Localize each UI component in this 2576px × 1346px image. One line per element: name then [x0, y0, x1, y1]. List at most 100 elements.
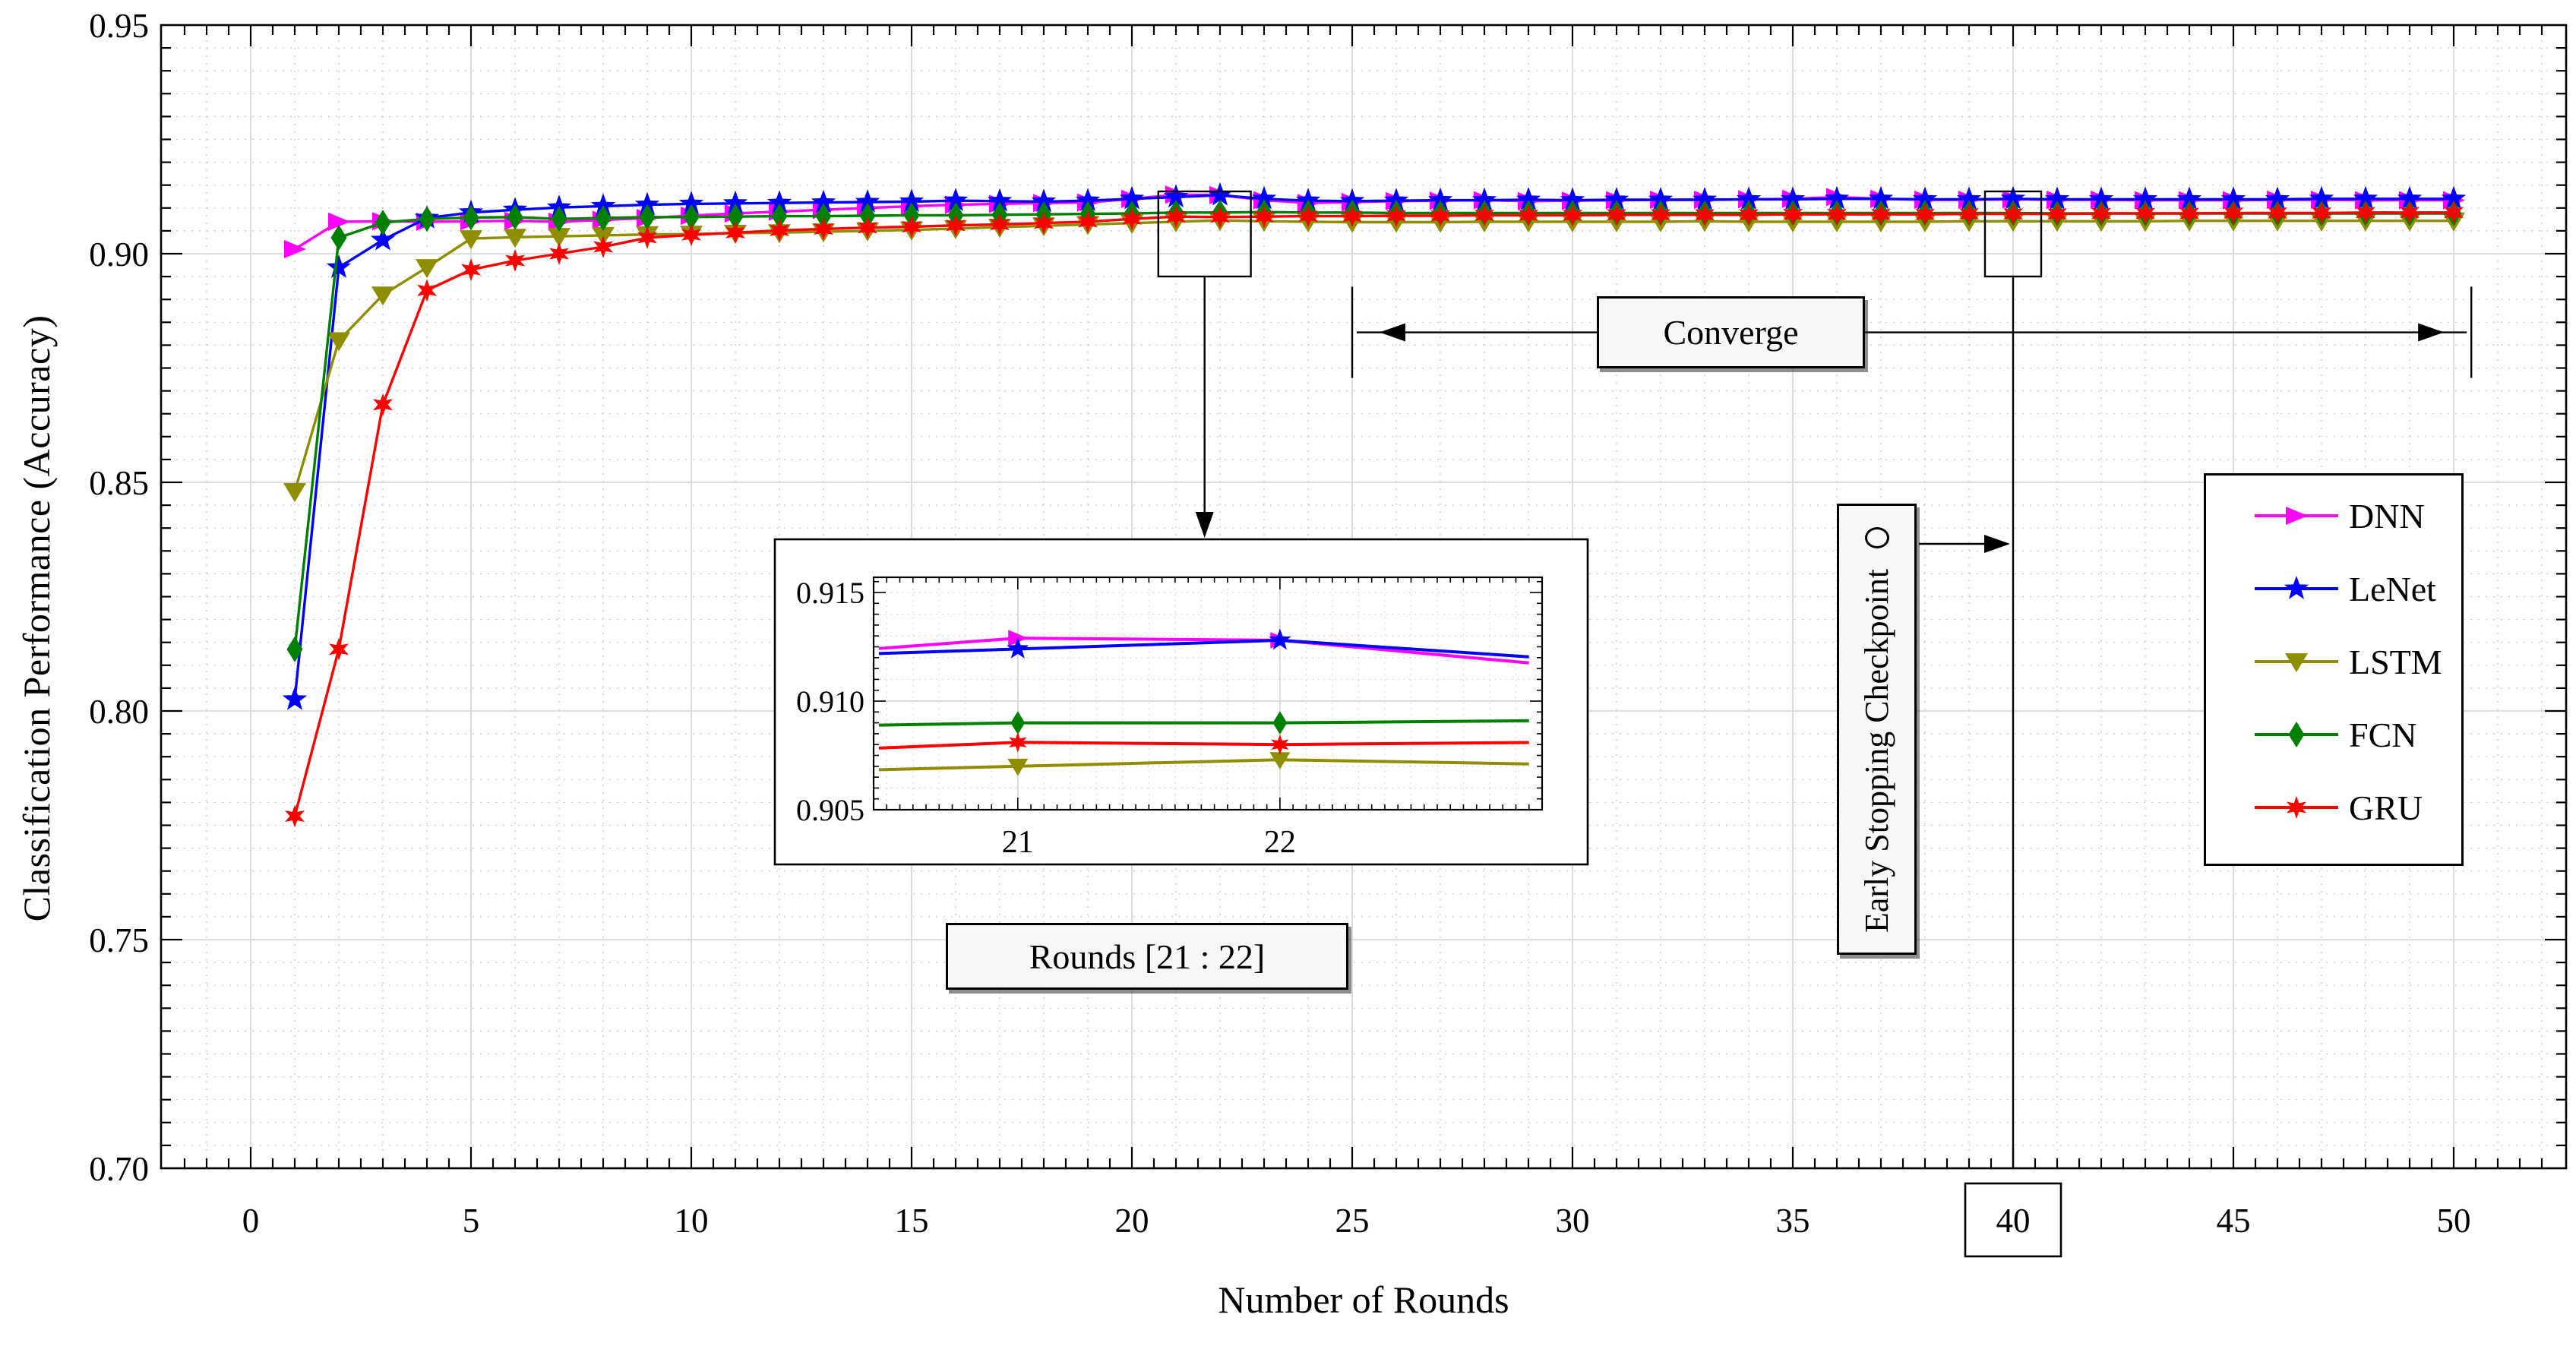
marker-GRU [2003, 202, 2023, 226]
inset-caption-label: Rounds [21 : 22] [1029, 937, 1266, 976]
series-line-GRU [293, 211, 2454, 817]
tick-label: 0.90 [89, 235, 149, 273]
marker-LeNet [1868, 185, 1894, 210]
series-GRU [285, 201, 2464, 828]
marker-GRU [1915, 203, 1935, 226]
early-stopping-annotation-box: Early Stopping Checkpoint [1837, 504, 1917, 955]
tick-label: 0.95 [89, 7, 149, 45]
marker-GRU [814, 217, 833, 241]
early-stopping-annotation-label: Early Stopping Checkpoint [1858, 568, 1895, 933]
marker-LeNet [2220, 186, 2246, 210]
marker-GRU [2091, 202, 2111, 225]
marker-GRU [593, 235, 613, 258]
marker-LeNet [1471, 187, 1497, 211]
marker-FCN [727, 204, 744, 230]
marker-FCN [463, 204, 479, 231]
legend: DNN LeNet LSTM FCN GRU [2204, 473, 2464, 866]
marker-GRU [2356, 201, 2375, 224]
marker-GRU [461, 258, 481, 282]
marker-GRU [417, 279, 437, 302]
marker-LeNet [678, 191, 704, 215]
marker-LeNet [1956, 186, 1982, 210]
marker-FCN [771, 203, 788, 229]
marker-GRU [285, 804, 305, 828]
tick-label: 0.70 [89, 1150, 149, 1188]
marker-LeNet [811, 189, 836, 213]
marker-LeNet [2088, 186, 2114, 210]
marker-GRU [725, 221, 745, 245]
tick-label: 50 [2437, 1202, 2471, 1240]
triangle-down-icon [2285, 653, 2308, 672]
marker-FCN [419, 206, 435, 232]
marker-FCN [815, 203, 832, 229]
marker-GRU [946, 213, 966, 237]
tick-label: 0.75 [89, 921, 149, 959]
marker-GRU [1034, 211, 1054, 235]
annotations [1157, 190, 2473, 1258]
legend-sample-FCN [2255, 722, 2338, 747]
converge-annotation-box: Converge [1597, 296, 1865, 368]
legend-sample-LeNet [2255, 576, 2338, 599]
marker-GRU [1386, 204, 1406, 227]
marker-FCN [286, 636, 303, 662]
inset-line-GRU [878, 741, 1529, 750]
tick-label: 30 [1556, 1202, 1590, 1240]
legend-item-LeNet: LeNet [2206, 569, 2461, 608]
inset-caption-box: Rounds [21 : 22] [946, 923, 1348, 990]
marker-GRU [902, 215, 921, 239]
marker-LSTM [327, 332, 350, 352]
marker-LeNet [2441, 185, 2467, 210]
marker-LeNet [943, 188, 969, 211]
marker-LeNet [1075, 188, 1101, 211]
marker-LeNet [1692, 187, 1718, 210]
marker-GRU [1607, 203, 1626, 226]
marker-LeNet [634, 191, 660, 216]
marker-GRU [2268, 201, 2287, 225]
marker-GRU [637, 226, 657, 249]
marker-GRU [1078, 210, 1098, 233]
tick-label: 0.910 [796, 684, 864, 719]
legend-sample-LSTM [2255, 653, 2338, 672]
marker-GRU [2400, 201, 2420, 224]
marker-LeNet [2309, 185, 2334, 210]
marker-FCN [683, 204, 700, 230]
inset-marker-LeNet [1269, 628, 1291, 650]
marker-FCN [595, 205, 612, 231]
legend-item-LSTM: LSTM [2206, 643, 2461, 681]
tick-label: 0.915 [796, 576, 864, 610]
legend-item-FCN: FCN [2206, 716, 2461, 754]
marker-GRU [2224, 201, 2243, 225]
marker-GRU [1474, 204, 1494, 227]
inset-line-DNN [878, 637, 1529, 665]
marker-LeNet [1383, 188, 1409, 211]
tick-label: 10 [675, 1202, 709, 1240]
marker-LeNet [2176, 186, 2202, 210]
marker-LeNet [590, 193, 616, 217]
marker-GRU [1210, 205, 1230, 229]
marker-FCN [903, 202, 920, 229]
marker-LeNet [987, 188, 1013, 212]
marker-LeNet [1824, 185, 1850, 210]
diamond-icon [2288, 722, 2305, 747]
series [282, 182, 2467, 828]
star5-icon [2284, 576, 2309, 599]
marker-LeNet [1251, 185, 1277, 210]
marker-FCN [330, 224, 347, 251]
legend-label-LeNet: LeNet [2349, 569, 2436, 608]
marker-GRU [373, 393, 393, 416]
tick-label: 45 [2217, 1202, 2251, 1240]
inset-marker-LSTM [1007, 758, 1029, 776]
marker-LeNet [2044, 186, 2070, 210]
marker-GRU [1563, 204, 1582, 227]
tick-label: 0.80 [89, 693, 149, 731]
marker-GRU [1122, 207, 1142, 231]
tick-label: 25 [1335, 1202, 1370, 1240]
marker-GRU [770, 219, 789, 242]
marker-LeNet [1604, 187, 1629, 210]
marker-LeNet [1295, 188, 1321, 211]
marker-LeNet [1119, 185, 1145, 210]
marker-LeNet [1163, 184, 1189, 208]
legend-label-GRU: GRU [2349, 788, 2423, 827]
marker-DNN [328, 212, 350, 231]
marker-LeNet [1912, 186, 1938, 210]
